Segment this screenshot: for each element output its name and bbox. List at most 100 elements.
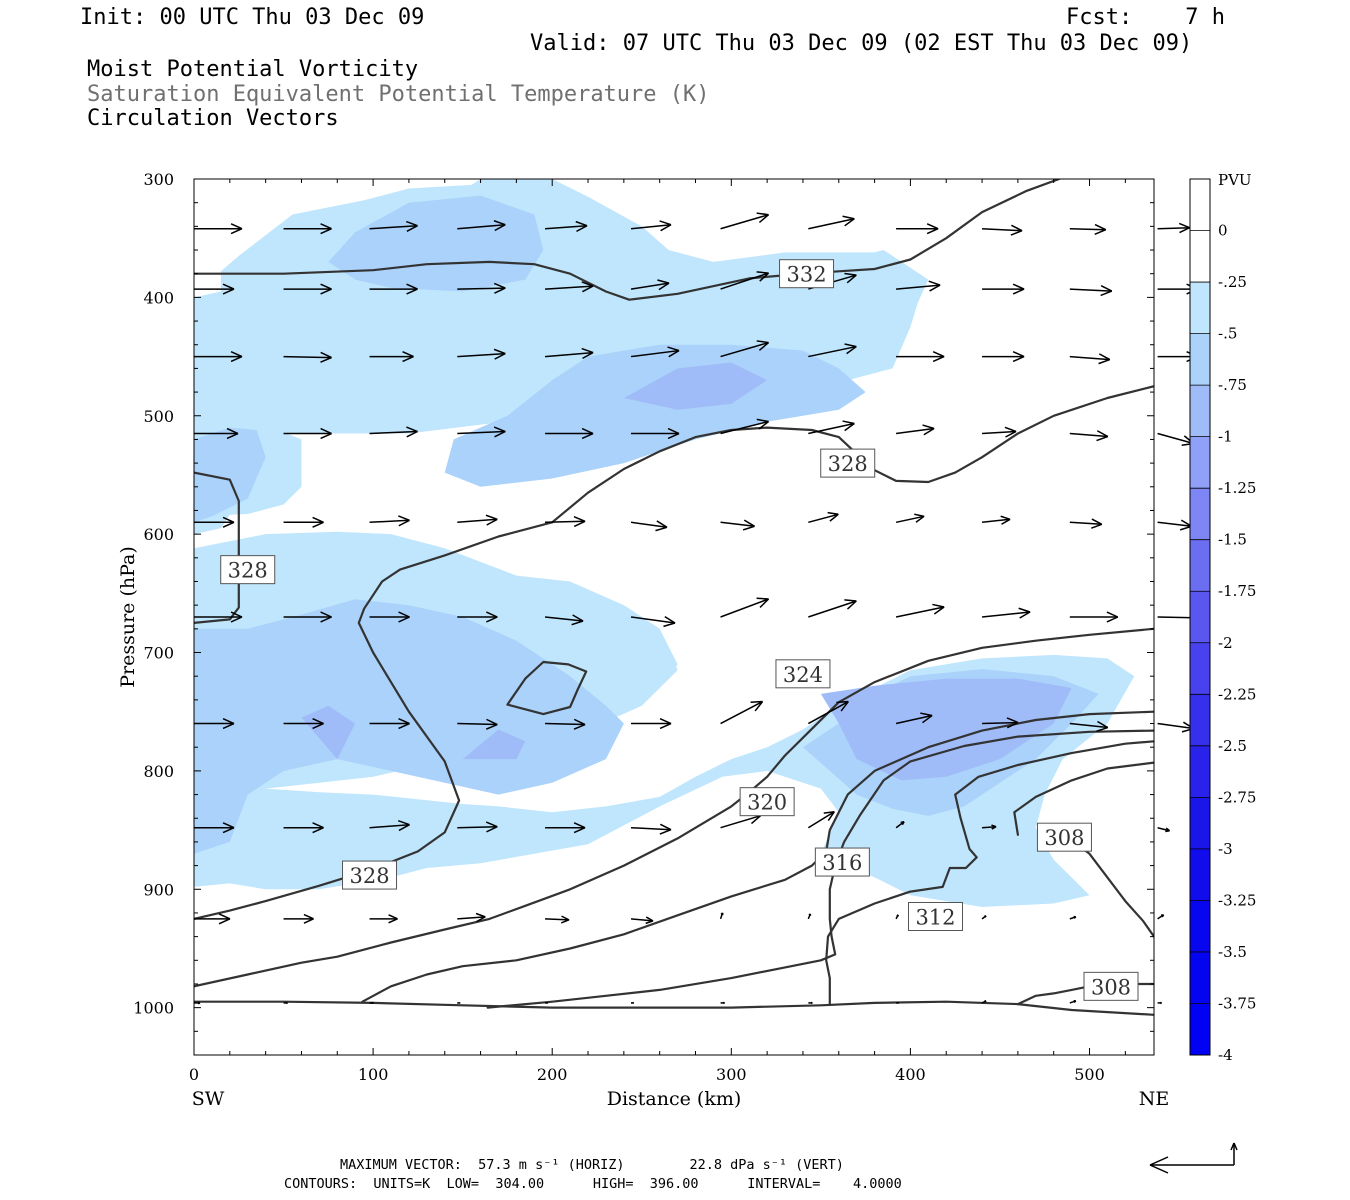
vector-arrow [283,913,314,924]
contour-label: 328 [220,555,276,585]
vector-arrow [720,519,755,531]
max-vector-note: MAXIMUM VECTOR: 57.3 m s⁻¹ (HORIZ) 22.8 … [340,1157,844,1173]
x-end-left: SW [192,1088,225,1110]
vector-arrow [807,913,812,920]
vector-arrow [630,346,680,358]
vector-arrow [895,424,935,436]
vector-arrow [544,281,594,293]
vector-arrow [982,350,1025,363]
x-tick-label: 200 [537,1065,568,1084]
contour-label-text: 328 [228,559,268,583]
vector-arrow [283,1001,288,1005]
vector-arrow [630,616,676,628]
vector-arrow [194,913,231,925]
vector-arrow [283,611,332,623]
vector-arrow [194,717,235,730]
vector-arrow [369,1001,374,1005]
contour-label: 316 [814,847,870,877]
contour-label-text: 324 [783,663,823,687]
vector-arrow [457,282,506,294]
vector-arrow [720,597,770,618]
vector-arrow [194,427,239,440]
contour-label: 332 [779,259,835,289]
contour-label: 308 [1083,971,1139,1001]
vector-arrow [1069,353,1111,365]
colorbar-label: -2.25 [1218,685,1256,703]
colorbar-label: -2.5 [1218,737,1247,755]
vector-arrow [194,611,243,623]
colorbar-label: -2 [1218,634,1233,652]
valid-time: Valid: 07 UTC Thu 03 Dec 09 (02 EST Thu … [530,31,1193,56]
vector-arrow [1069,518,1103,529]
vector-arrow [895,820,905,829]
vector-arrow [981,915,987,920]
reference-vector-icon [1149,1142,1238,1174]
colorbar-swatch [1190,333,1210,386]
vector-arrow [1157,432,1195,447]
pv-region [194,427,266,523]
vector-arrow [369,220,418,232]
vector-arrow [720,212,770,230]
vector-arrow [544,220,588,233]
contour-label-box [1083,971,1139,1001]
forecast-hour: Fcst: 7 h [1066,5,1225,30]
pv-region [194,599,624,854]
vector-arrow [283,427,332,440]
contour-label-box [779,259,835,289]
contour-label: 312 [907,901,963,931]
colorbar-label: -3 [1218,840,1233,858]
vector-arrow [808,599,857,618]
colorbar-swatch [1190,591,1210,643]
vector-arrow [630,220,672,232]
pv-region [623,362,768,410]
colorbar-label: -3.25 [1218,891,1256,909]
theta-contour [1013,761,1154,836]
colorbar-swatch [1190,1003,1210,1055]
colorbar-label: -.5 [1218,325,1237,343]
colorbar-swatch [1190,951,1210,1004]
vector-arrow [1069,611,1119,623]
pv-region [820,678,1072,781]
vector-arrow [1157,222,1190,234]
theta-contour [194,1000,1154,1016]
vector-arrow [630,520,668,532]
theta-contour [486,729,1154,1009]
vector-arrow [981,607,1031,619]
contour-label-box [739,787,795,817]
colorbar-swatch [1190,848,1210,901]
x-tick-label: 300 [716,1065,747,1084]
theta-contours [194,179,1154,1016]
vector-arrow [194,283,235,295]
y-tick-label: 900 [143,880,174,899]
colorbar-swatch [1190,230,1210,283]
colorbar-label: -4 [1218,1046,1233,1064]
y-tick-label: 400 [143,288,174,307]
y-tick-label: 1000 [133,999,174,1018]
vector-arrow [194,516,235,528]
vector-arrow [896,280,941,292]
colorbar-label: -.75 [1218,376,1247,394]
vector-arrow [630,279,670,291]
y-tick-label: 700 [143,644,174,663]
colorbar-swatch [1190,745,1210,798]
vector-arrow [369,350,414,363]
x-tick-label: 0 [189,1065,199,1084]
contour-label-text: 328 [828,452,868,476]
vector-arrow [369,717,410,730]
colorbar-label: 0 [1218,222,1228,240]
x-tick-label: 100 [358,1065,389,1084]
vector-arrow [808,1001,813,1005]
colorbar-swatch [1190,642,1210,695]
vector-arrow [982,824,997,830]
vector-arrow [369,515,410,527]
contour-label: 328 [342,860,398,890]
colorbar-label: -1.25 [1218,479,1256,497]
colorbar-swatch [1190,539,1210,592]
vector-arrow [194,223,243,235]
contour-label-text: 308 [1091,975,1131,999]
y-tick-label: 600 [143,525,174,544]
y-tick-label: 500 [143,407,174,426]
contour-label: 320 [739,787,795,817]
colorbar-swatch [1190,282,1210,334]
